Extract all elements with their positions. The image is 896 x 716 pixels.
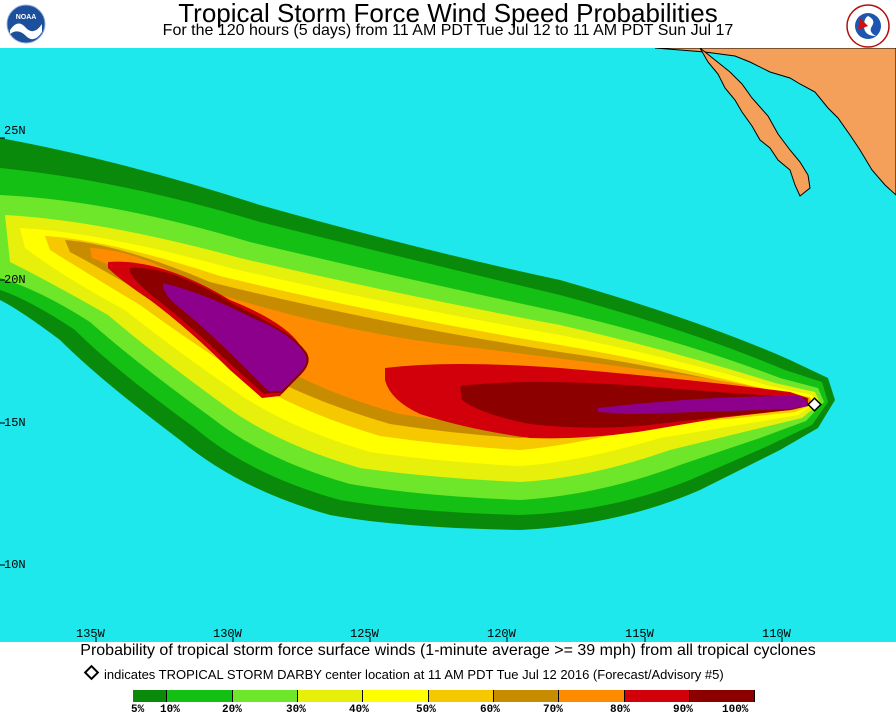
lon-label-120w: 120W [487, 627, 516, 641]
lon-label-130w: 130W [213, 627, 242, 641]
map-canvas [0, 48, 896, 642]
lon-label-115w: 115W [625, 627, 654, 641]
legend-label: 20% [222, 704, 242, 716]
legend-swatch [167, 690, 233, 702]
page-title: Tropical Storm Force Wind Speed Probabil… [178, 0, 718, 28]
legend-label: 90% [673, 704, 693, 716]
legend-label: 70% [543, 704, 563, 716]
map-ticks [0, 137, 783, 642]
legend-swatch [233, 690, 298, 702]
map-caption: Probability of tropical storm force surf… [80, 642, 816, 659]
legend-swatch [690, 690, 755, 702]
legend-swatch [298, 690, 363, 702]
svg-text:NOAA: NOAA [16, 14, 37, 21]
diamond-icon [83, 664, 100, 681]
lon-label-125w: 125W [350, 627, 379, 641]
storm-location-text: indicates TROPICAL STORM DARBY center lo… [104, 667, 724, 682]
legend-swatch [429, 690, 494, 702]
page-subtitle: For the 120 hours (5 days) from 11 AM PD… [162, 22, 734, 39]
storm-location-note: indicates TROPICAL STORM DARBY center lo… [83, 664, 724, 682]
legend-swatch [494, 690, 559, 702]
header: NOAA Tropical Storm Force Wind Speed Pro… [0, 0, 896, 48]
legend-label: 50% [416, 704, 436, 716]
probability-contours [0, 138, 835, 530]
storm-marker [807, 397, 822, 412]
land-mexico [654, 48, 896, 196]
lon-label-135w: 135W [76, 627, 105, 641]
legend-label: 60% [480, 704, 500, 716]
legend-label: 10% [160, 704, 180, 716]
color-legend [133, 690, 755, 702]
legend-swatch [625, 690, 690, 702]
legend-label: 30% [286, 704, 306, 716]
probability-map [0, 48, 896, 642]
lat-label-20n: 20N [4, 273, 26, 287]
legend-label: 40% [349, 704, 369, 716]
lat-label-10n: 10N [4, 558, 26, 572]
legend-label: 100% [722, 704, 749, 716]
lat-label-15n: 15N [4, 416, 26, 430]
legend-swatch [363, 690, 429, 702]
legend-label: 5% [131, 704, 145, 716]
legend-label: 80% [610, 704, 630, 716]
nws-logo [846, 4, 890, 48]
lat-label-25n: 25N [4, 124, 26, 138]
lon-label-110w: 110W [762, 627, 791, 641]
legend-swatch [559, 690, 625, 702]
noaa-logo: NOAA [6, 4, 46, 44]
legend-swatch [133, 690, 167, 702]
land-baja [699, 48, 811, 197]
